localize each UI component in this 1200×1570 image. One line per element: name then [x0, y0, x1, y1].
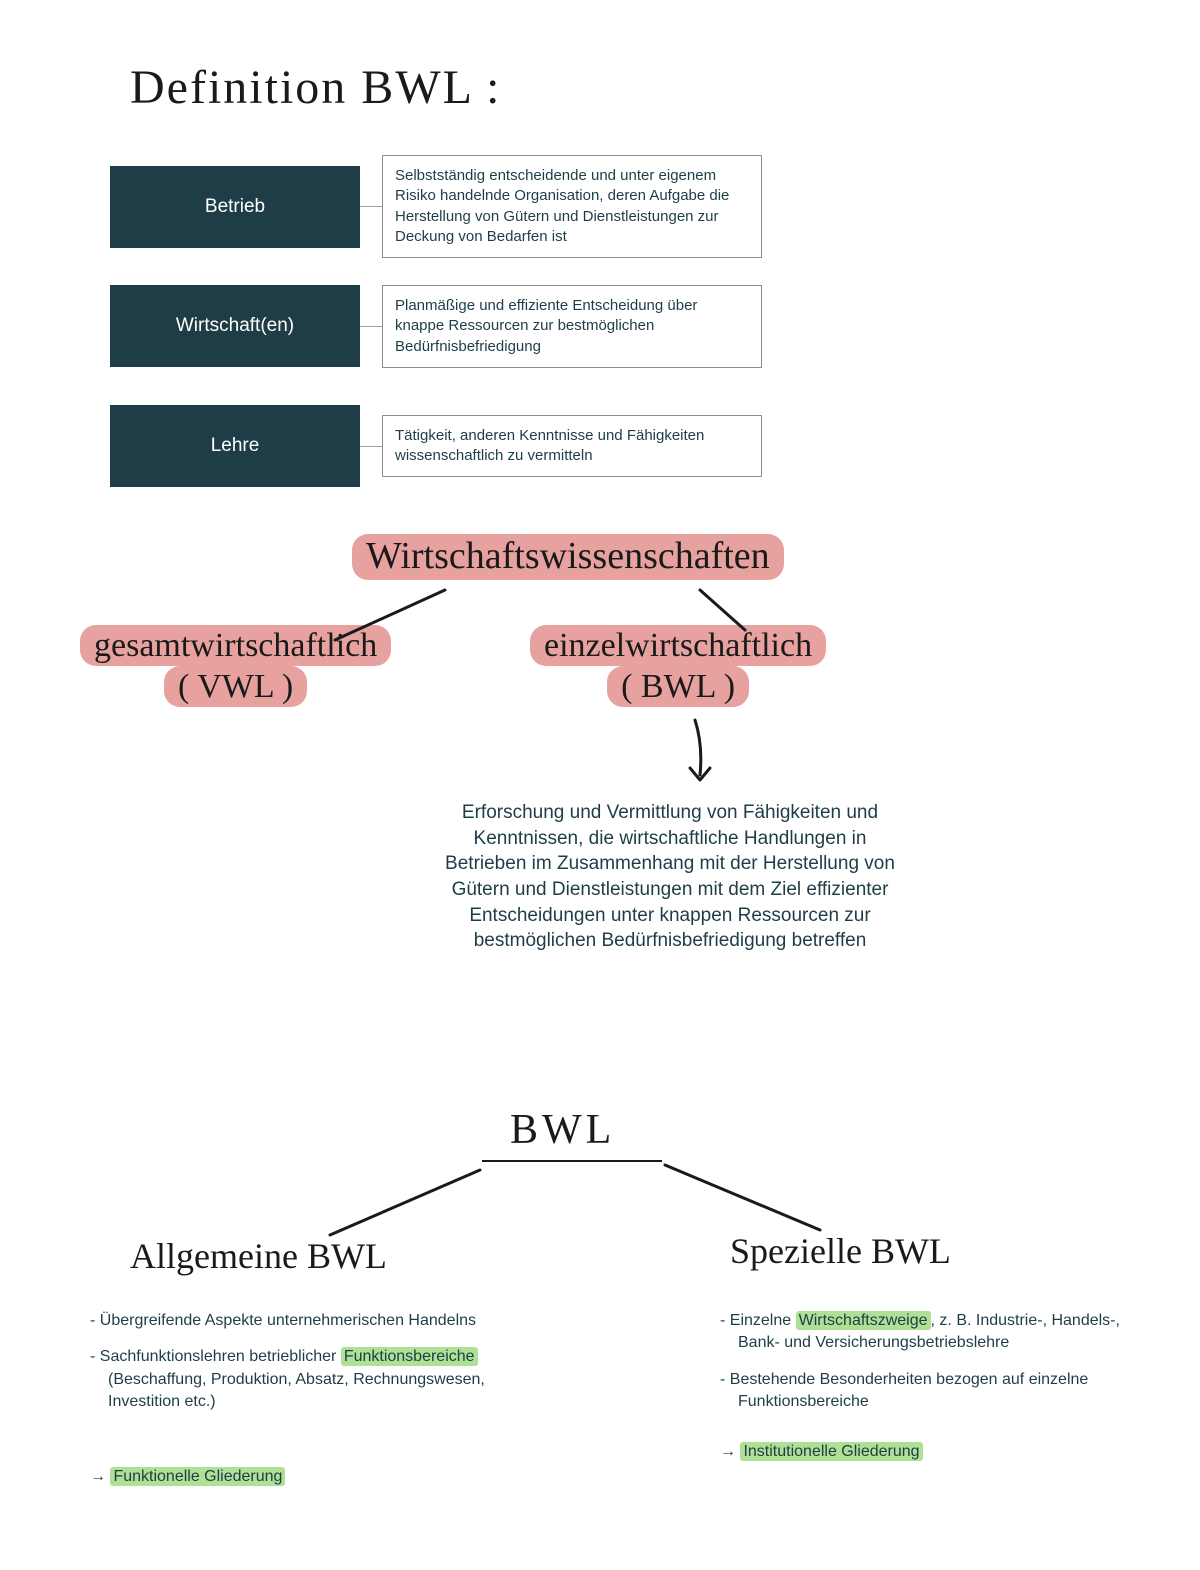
- highlighted-term: Funktionsbereiche: [341, 1347, 478, 1366]
- branch-right-title: Spezielle BWL: [730, 1230, 951, 1272]
- definition-description: Planmäßige und effiziente Entscheidung ü…: [382, 285, 762, 368]
- list-item: Bestehende Besonderheiten bezogen auf ei…: [720, 1369, 1140, 1414]
- definition-connector: [360, 446, 382, 447]
- page-title: Definition BWL :: [130, 60, 502, 115]
- highlighted-term: Funktionelle Gliederung: [110, 1467, 285, 1486]
- list-item: Übergreifende Aspekte unternehmerischen …: [90, 1310, 510, 1332]
- bwl-split-title: BWL: [510, 1106, 615, 1154]
- list-item: Einzelne Wirtschaftszweige, z. B. Indust…: [720, 1310, 1140, 1355]
- right-arrow: → Institutionelle Gliederung: [720, 1443, 923, 1461]
- definition-label: Betrieb: [110, 166, 360, 248]
- tree-root: Wirtschaftswissenschaften: [330, 530, 806, 584]
- highlighted-term: Institutionelle Gliederung: [740, 1442, 922, 1461]
- tree-left-line2: ( VWL ): [164, 666, 307, 707]
- definition-description: Selbstständig entscheidende und unter ei…: [382, 155, 762, 258]
- branch-left-title: Allgemeine BWL: [130, 1235, 387, 1277]
- definition-label: Wirtschaft(en): [110, 285, 360, 367]
- definition-row: Betrieb Selbstständig entscheidende und u…: [110, 155, 762, 258]
- left-bullets: Übergreifende Aspekte unternehmerischen …: [90, 1310, 510, 1428]
- tree-left: gesamtwirtschaftlich ( VWL ): [80, 625, 391, 707]
- bwl-description: Erforschung und Vermittlung von Fähigkei…: [440, 800, 900, 954]
- definition-row: Wirtschaft(en) Planmäßige und effiziente …: [110, 285, 762, 368]
- tree-left-line1: gesamtwirtschaftlich: [80, 625, 391, 666]
- right-bullets: Einzelne Wirtschaftszweige, z. B. Indust…: [720, 1310, 1140, 1428]
- definition-description: Tätigkeit, anderen Kenntnisse und Fähigk…: [382, 415, 762, 478]
- tree-root-hl: Wirtschaftswissenschaften: [352, 534, 784, 580]
- definition-connector: [360, 326, 382, 327]
- tree-right-line1: einzelwirtschaftlich: [530, 625, 826, 666]
- left-arrow: → Funktionelle Gliederung: [90, 1468, 285, 1486]
- definition-connector: [360, 206, 382, 207]
- list-item: Sachfunktionslehren betrieblicher Funkti…: [90, 1346, 510, 1413]
- definition-label: Lehre: [110, 405, 360, 487]
- definition-row: Lehre Tätigkeit, anderen Kenntnisse und F…: [110, 405, 762, 487]
- highlighted-term: Wirtschaftszweige: [796, 1311, 931, 1330]
- tree-right: einzelwirtschaftlich ( BWL ): [530, 625, 826, 707]
- tree-right-line2: ( BWL ): [607, 666, 749, 707]
- bwl-underline: [482, 1160, 662, 1162]
